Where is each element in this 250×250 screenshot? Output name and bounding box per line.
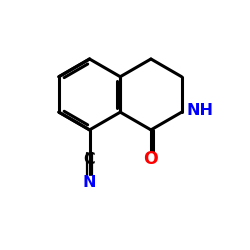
Text: O: O	[144, 150, 158, 168]
Text: C: C	[84, 152, 96, 168]
Text: N: N	[83, 176, 96, 190]
Text: NH: NH	[186, 104, 213, 118]
